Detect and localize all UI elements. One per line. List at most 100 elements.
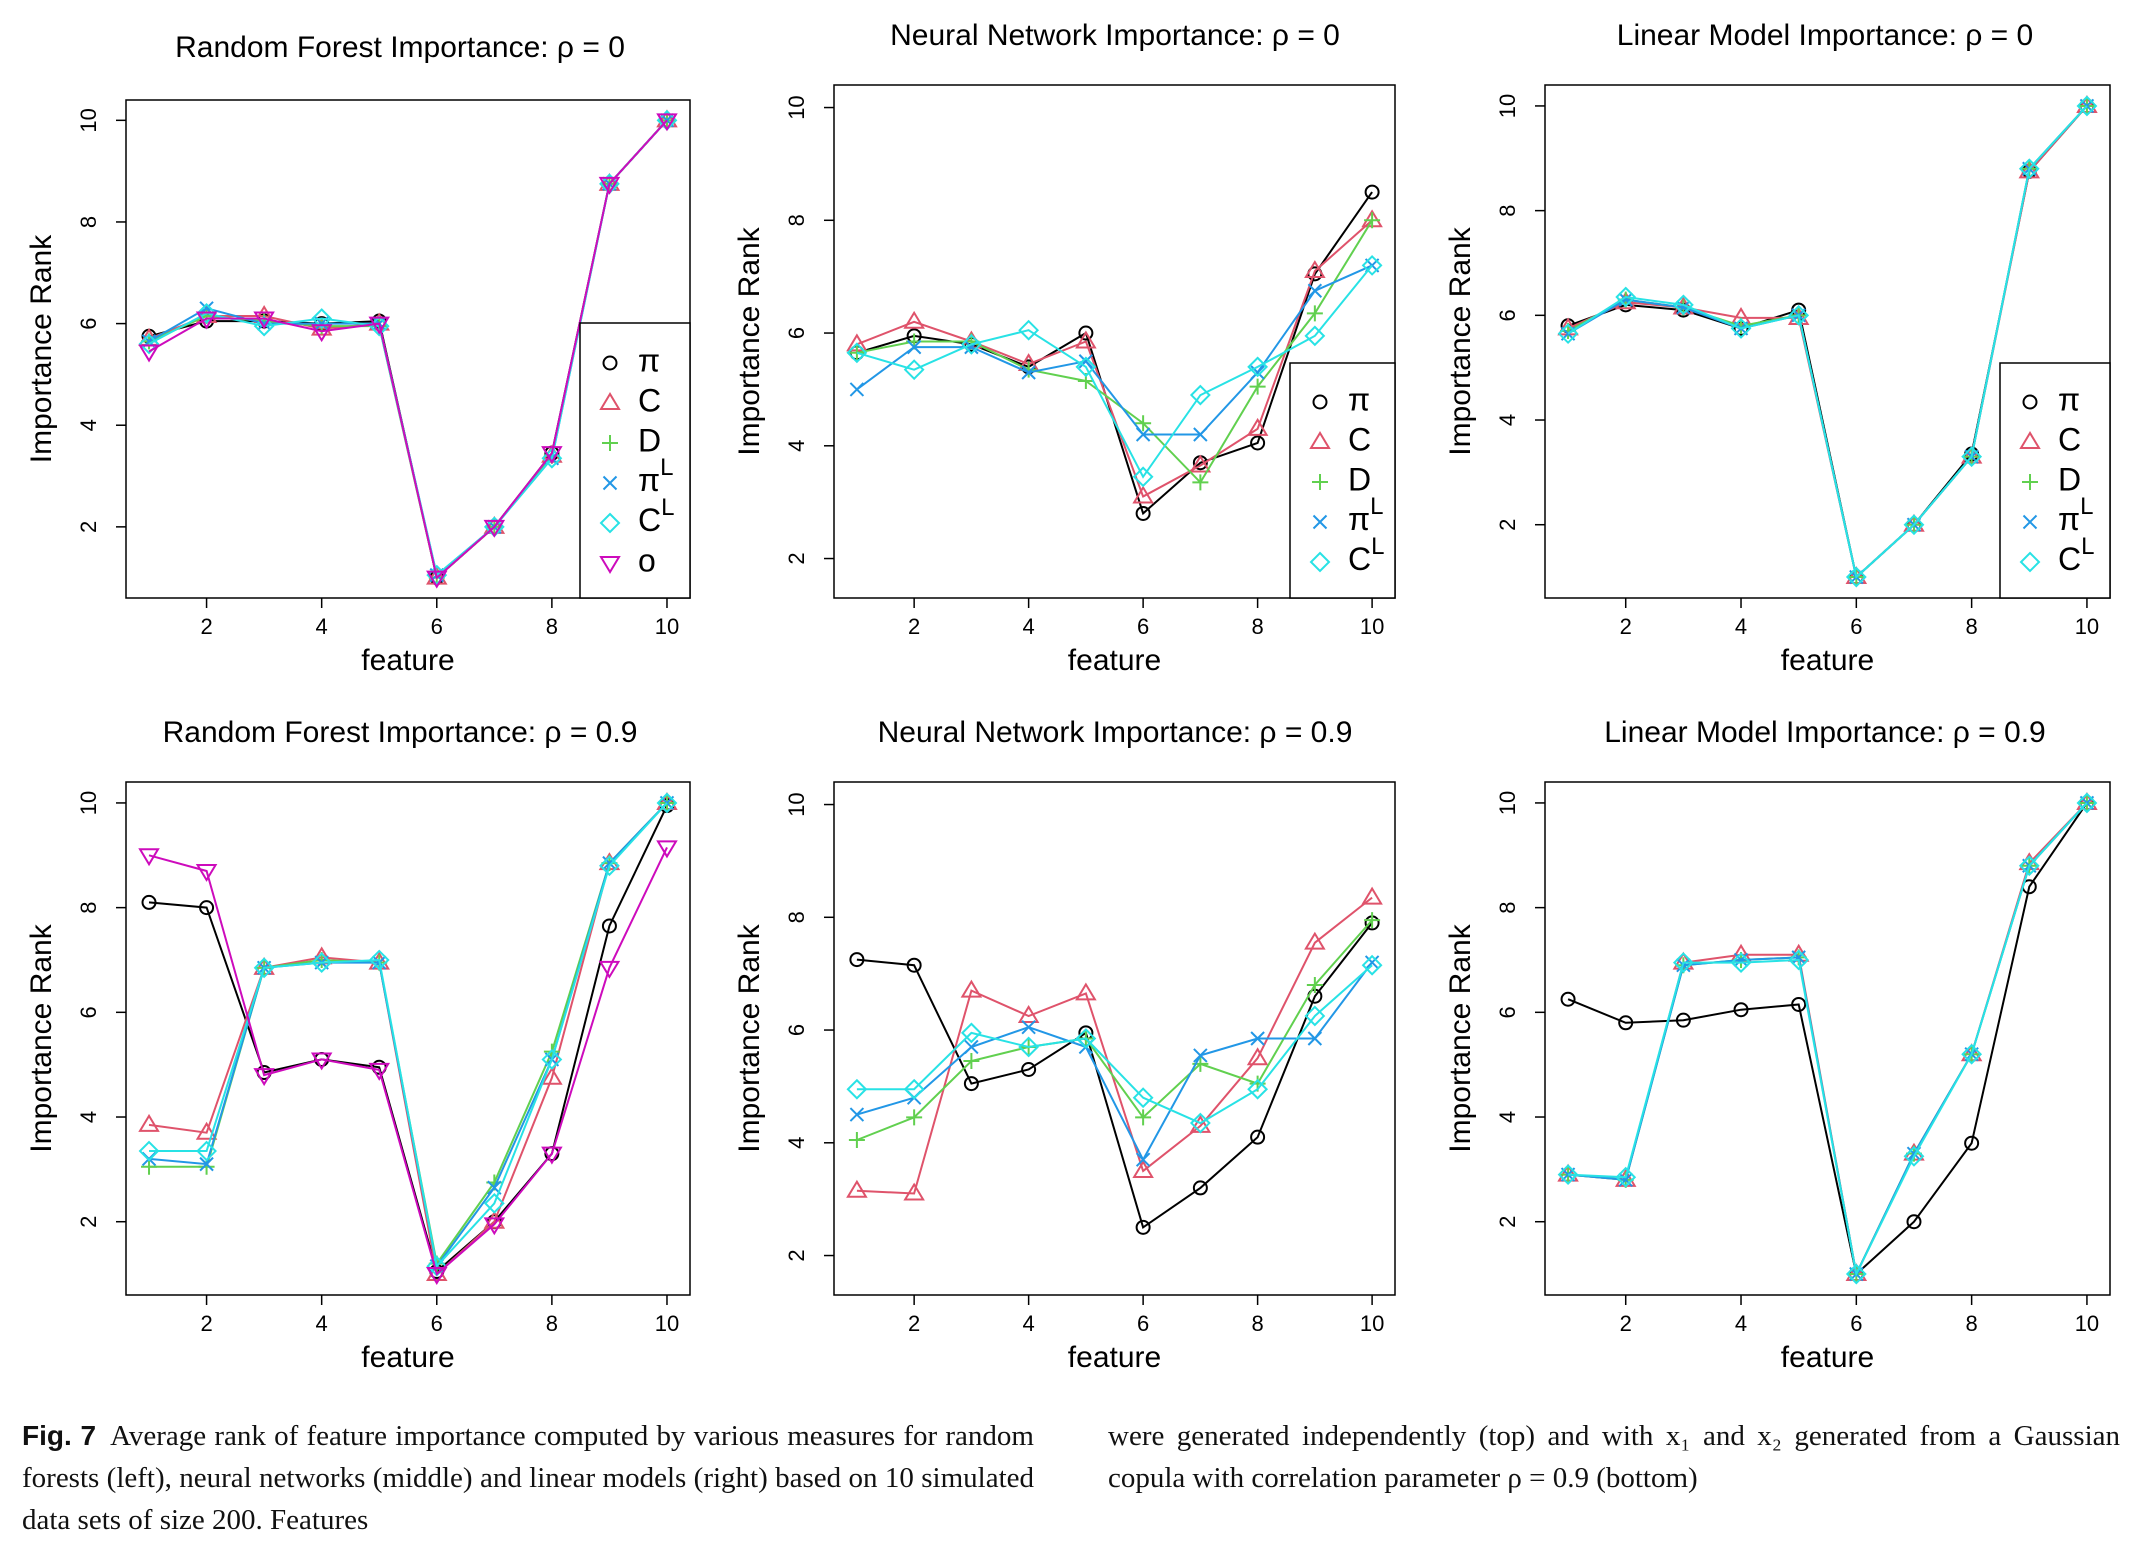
- data-point: [199, 900, 215, 916]
- x-axis-label: feature: [1781, 1341, 1874, 1374]
- data-point: [602, 855, 617, 871]
- y-tick-label: 8: [784, 911, 809, 923]
- series-line: [148, 119, 668, 580]
- data-point: [963, 1076, 979, 1092]
- x-tick-label: 8: [1966, 1311, 1978, 1336]
- series-3: [849, 955, 1380, 1167]
- x-tick-label: 2: [908, 614, 920, 639]
- series-line: [1567, 105, 2088, 580]
- legend-label: C: [2058, 421, 2081, 457]
- chart-title: Linear Model Importance: ρ = 0: [1617, 19, 2033, 52]
- legend-marker: [2019, 551, 2041, 573]
- data-point: [1304, 931, 1326, 950]
- data-point: [1250, 1031, 1265, 1046]
- y-tick-label: 6: [76, 1006, 101, 1018]
- series-line: [856, 264, 1373, 479]
- data-point: [1615, 1166, 1637, 1188]
- data-point: [846, 1078, 868, 1100]
- data-point: [541, 1049, 563, 1070]
- data-point: [1675, 1012, 1691, 1028]
- data-point: [2076, 95, 2098, 117]
- series-4: [1557, 792, 2098, 1285]
- data-point: [1672, 294, 1694, 316]
- chart-title: Neural Network Importance: ρ = 0: [890, 19, 1340, 52]
- y-tick-label: 8: [76, 902, 101, 914]
- legend-marker: [602, 355, 618, 371]
- x-axis-label: feature: [361, 1341, 454, 1374]
- series-line: [1568, 802, 2088, 1278]
- chart-title: Linear Model Importance: ρ = 0.9: [1604, 716, 2045, 749]
- x-tick-label: 4: [316, 614, 328, 639]
- series-line: [856, 896, 1373, 1195]
- legend-label: π: [1348, 381, 1370, 417]
- legend-marker: [2022, 394, 2038, 410]
- series-line: [149, 802, 668, 1269]
- legend-marker: [602, 435, 618, 451]
- legend-label: πL: [2058, 493, 2093, 537]
- data-point: [1135, 505, 1151, 521]
- x-tick-label: 4: [1735, 614, 1747, 639]
- x-tick-label: 4: [1023, 1311, 1035, 1336]
- x-tick-label: 2: [1620, 614, 1632, 639]
- data-point: [253, 315, 275, 337]
- data-point: [311, 952, 333, 974]
- data-point: [426, 1263, 448, 1282]
- data-point: [1021, 1020, 1036, 1035]
- x-tick-label: 8: [546, 614, 558, 639]
- data-point: [1192, 1180, 1208, 1196]
- legend-label: CL: [638, 494, 674, 538]
- series-line: [856, 264, 1373, 436]
- data-point: [1132, 1087, 1154, 1109]
- y-tick-label: 4: [784, 440, 809, 452]
- data-point: [1193, 1048, 1208, 1063]
- data-point: [1961, 1043, 1983, 1065]
- y-tick-label: 2: [784, 552, 809, 564]
- y-tick-label: 10: [784, 792, 809, 816]
- data-point: [1964, 1135, 1980, 1151]
- data-point: [1249, 378, 1266, 395]
- data-point: [1903, 1145, 1925, 1167]
- data-point: [598, 176, 621, 195]
- data-point: [848, 344, 865, 361]
- data-point: [1903, 514, 1925, 536]
- x-axis-label: feature: [361, 644, 454, 677]
- data-point: [253, 957, 275, 979]
- series-line: [1568, 802, 2088, 1278]
- series-3: [849, 258, 1380, 442]
- x-axis-label: feature: [1068, 1341, 1161, 1374]
- data-point: [1364, 212, 1381, 229]
- y-tick-label: 4: [1495, 414, 1520, 426]
- x-tick-label: 8: [546, 1311, 558, 1336]
- series-3: [141, 795, 675, 1274]
- data-point: [1618, 1172, 1633, 1188]
- legend-label: D: [1348, 461, 1371, 497]
- data-point: [1021, 1062, 1037, 1078]
- legend-marker: [602, 475, 618, 491]
- series-2: [848, 912, 1381, 1148]
- figure: Random Forest Importance: ρ = 0 2 4 6 8 10 2 4 6…: [25, 19, 2111, 1374]
- data-point: [195, 1121, 218, 1140]
- legend-marker: [1312, 514, 1328, 530]
- data-point: [2018, 158, 2040, 180]
- y-tick-label: 8: [1495, 205, 1520, 217]
- y-tick-label: 10: [76, 108, 101, 132]
- data-point: [656, 840, 678, 859]
- legend-marker: [1312, 394, 1328, 410]
- data-point: [1361, 254, 1383, 276]
- plot-frame: [125, 781, 691, 1296]
- x-tick-label: 6: [1850, 614, 1862, 639]
- series-line: [148, 805, 668, 1274]
- data-point: [1189, 1112, 1211, 1134]
- y-tick-label: 6: [76, 317, 101, 329]
- data-point: [656, 113, 678, 132]
- data-point: [849, 382, 865, 397]
- data-point: [1018, 319, 1040, 341]
- y-tick-label: 8: [784, 214, 809, 226]
- plot-frame: [833, 781, 1396, 1296]
- data-point: [141, 894, 157, 910]
- series-line: [856, 219, 1373, 485]
- legend-label: π: [638, 342, 660, 378]
- data-point: [1788, 304, 1810, 326]
- x-tick-label: 4: [1735, 1311, 1747, 1336]
